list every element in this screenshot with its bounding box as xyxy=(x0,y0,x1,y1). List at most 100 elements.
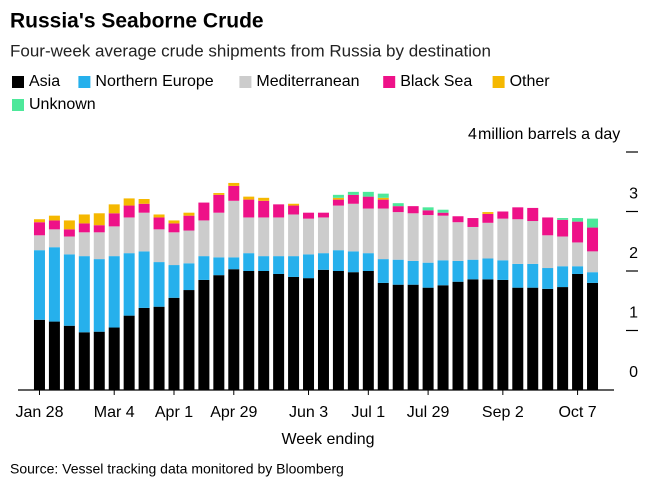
bar-segment xyxy=(557,236,569,267)
bar-segment xyxy=(332,250,344,271)
bar-segment xyxy=(123,253,135,316)
bar-segment xyxy=(407,206,419,214)
bar-segment xyxy=(63,229,75,237)
bar-segment xyxy=(273,273,285,390)
bar-segment xyxy=(138,203,150,213)
bar-segment xyxy=(228,269,240,390)
bar-segment xyxy=(587,227,599,252)
y-tick-label: 0 xyxy=(629,364,638,381)
bar-segment xyxy=(48,229,60,248)
bar-segment xyxy=(228,200,240,258)
chart-subtitle: Four-week average crude shipments from R… xyxy=(10,41,491,60)
bar-segment xyxy=(168,265,180,298)
x-tick-label: Jun 3 xyxy=(289,404,328,421)
bar-segment xyxy=(138,307,150,390)
source: Source: Vessel tracking data monitored b… xyxy=(10,461,344,477)
bar-segment xyxy=(213,194,225,213)
bar-segment xyxy=(437,215,449,261)
bar-segment xyxy=(467,218,479,227)
bar-segment xyxy=(258,271,270,390)
bar-segment xyxy=(422,262,434,288)
bar-segment xyxy=(392,203,404,207)
bar-segment xyxy=(572,218,584,222)
bar-segment xyxy=(33,219,45,223)
x-tick-label: Mar 4 xyxy=(94,404,135,421)
bar-segment xyxy=(303,254,315,279)
bar-segment xyxy=(108,327,120,390)
bar-segment xyxy=(407,260,419,285)
bar-segment xyxy=(243,217,255,254)
bar-segment xyxy=(587,251,599,273)
bar-segment xyxy=(317,269,329,390)
legend-label: Mediterranean xyxy=(256,73,359,90)
x-tick-label: Oct 7 xyxy=(558,404,596,421)
bar-segment xyxy=(377,208,389,260)
bar-segment xyxy=(78,214,90,224)
bar-segment xyxy=(332,197,344,200)
bar-segment xyxy=(332,194,344,198)
x-tick-label: Jul 1 xyxy=(351,404,385,421)
bar-segment xyxy=(288,276,300,390)
bar-segment xyxy=(572,242,584,267)
bar-segment xyxy=(123,205,135,218)
bar-segment xyxy=(108,226,120,257)
bar-segment xyxy=(437,285,449,390)
bar-segment xyxy=(452,222,464,261)
bar-segment xyxy=(153,229,165,263)
legend-label: Northern Europe xyxy=(95,73,213,90)
bar-segment xyxy=(527,221,539,264)
bar-segment xyxy=(317,212,329,218)
bar-segment xyxy=(288,214,300,257)
bar-segment xyxy=(63,254,75,326)
bar-segment xyxy=(587,218,599,228)
bar-segment xyxy=(362,196,374,209)
bar-segment xyxy=(168,232,180,266)
bar-segment xyxy=(288,256,300,277)
bar-segment xyxy=(33,319,45,390)
bar-segment xyxy=(347,194,359,204)
bar-segment xyxy=(78,232,90,257)
bar-segment xyxy=(213,193,225,195)
bar-segment xyxy=(452,281,464,390)
bar-segment xyxy=(273,217,285,257)
bar-segment xyxy=(437,260,449,286)
bar-segment xyxy=(258,256,270,271)
bar-segment xyxy=(168,297,180,390)
bar-segment xyxy=(108,204,120,214)
bar-segment xyxy=(377,199,389,209)
bar-segment xyxy=(392,284,404,390)
bar-segment xyxy=(153,306,165,390)
bar-segment xyxy=(452,216,464,223)
bar-segment xyxy=(243,196,255,200)
bar-segment xyxy=(183,212,195,216)
bar-segment xyxy=(452,260,464,282)
bar-segment xyxy=(303,212,315,219)
bar-segment xyxy=(288,205,300,215)
bar-segment xyxy=(93,259,105,332)
bar-segment xyxy=(497,211,509,219)
x-tick-label: Jul 29 xyxy=(407,404,450,421)
bar-segment xyxy=(198,256,210,280)
legend-label: Unknown xyxy=(29,96,96,113)
bar-segment xyxy=(407,284,419,390)
bar-segment xyxy=(377,197,389,200)
legend-swatch xyxy=(12,76,24,88)
bar-segment xyxy=(243,199,255,218)
bar-segment xyxy=(482,212,494,214)
bar-segment xyxy=(572,266,584,274)
bar-segment xyxy=(527,207,539,222)
bar-segment xyxy=(183,230,195,264)
x-axis-label: Week ending xyxy=(281,431,374,448)
bar-segment xyxy=(437,212,449,216)
bar-segment xyxy=(512,207,524,220)
bar-segment xyxy=(347,251,359,273)
bar-segment xyxy=(123,315,135,390)
bar-segment xyxy=(183,263,195,291)
bar-segment xyxy=(213,275,225,390)
bar-segment xyxy=(138,251,150,308)
bar-segment xyxy=(228,257,240,270)
x-tick-label: Apr 29 xyxy=(210,404,257,421)
bar-segment xyxy=(198,202,210,221)
bar-segment xyxy=(228,182,240,186)
